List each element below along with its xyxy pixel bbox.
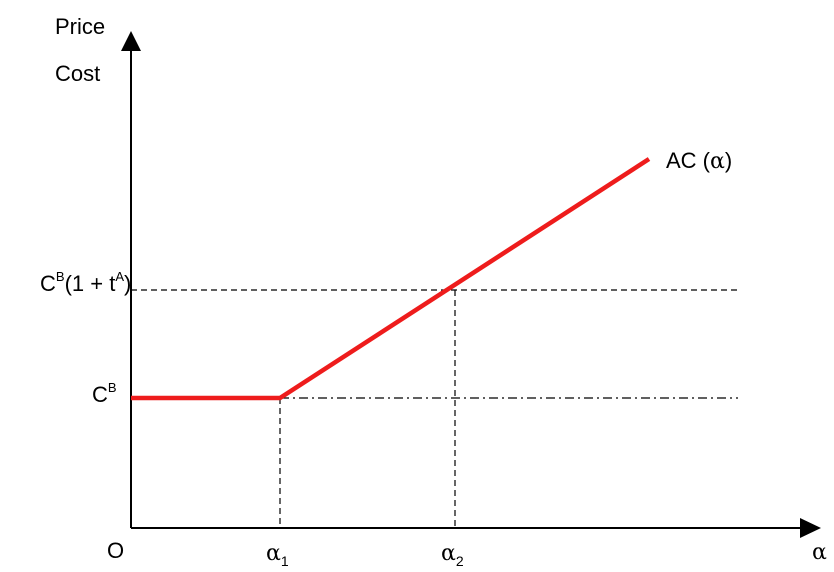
x-axis-arrowhead [800, 518, 821, 538]
x-axis-label: α [812, 540, 827, 565]
x-tick-alpha1: α1 [266, 541, 289, 569]
curve-label-text: AC ( [666, 148, 710, 173]
curve-label-close: ) [724, 148, 733, 173]
y-axis-label-price: Price [55, 14, 106, 39]
upper-t-sup: A [115, 269, 124, 284]
y-axis-label-cost: Cost [55, 61, 101, 86]
alpha2-symbol: α [441, 541, 456, 566]
origin-label: O [107, 538, 125, 563]
cb-c: C [92, 382, 108, 407]
y-axis-arrowhead [121, 31, 141, 51]
alpha1-sub: 1 [280, 553, 289, 569]
ac-curve [131, 157, 651, 401]
curve-label-alpha: α [710, 149, 725, 174]
cb-sup: B [107, 380, 117, 395]
curve-label: AC (α) [666, 150, 732, 173]
alpha1-symbol: α [266, 541, 281, 566]
upper-c: C [40, 271, 56, 296]
x-tick-alpha2: α2 [441, 541, 464, 569]
y-tick-upper-cost: CB(1 + tA) [40, 270, 132, 296]
y-tick-cb: CB [92, 381, 117, 407]
upper-close: ) [123, 271, 132, 296]
upper-mid: (1 + t [64, 271, 116, 296]
alpha2-sub: 2 [455, 553, 464, 569]
upper-c-sup: B [55, 269, 65, 284]
